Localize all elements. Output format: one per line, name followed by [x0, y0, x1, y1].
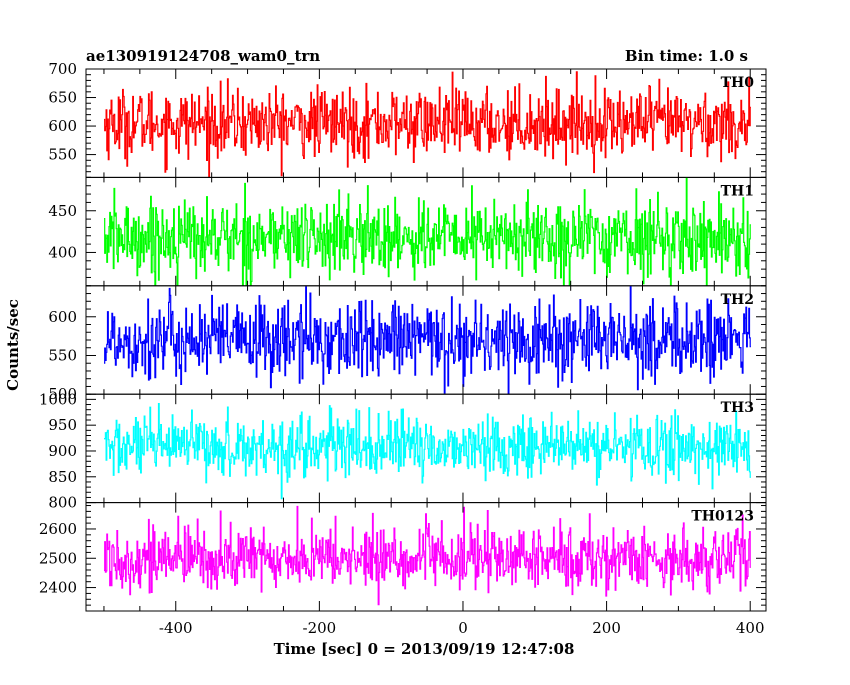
y-tick-label: 550: [48, 146, 77, 164]
panel-frame: [85, 393, 767, 504]
y-tick-label: 1000: [39, 390, 77, 408]
x-tick-label: 400: [736, 619, 765, 637]
x-axis-label: Time [sec] 0 = 2013/09/19 12:47:08: [274, 640, 575, 658]
x-tick-label: -400: [159, 619, 193, 637]
x-tick-label: 200: [592, 619, 621, 637]
y-tick-label: 800: [48, 494, 77, 512]
y-tick-label: 600: [48, 117, 77, 135]
y-tick-label: 950: [48, 416, 77, 434]
panel-label: TH0: [721, 75, 755, 91]
x-tick-label: -200: [303, 619, 337, 637]
x-tick-label: 0: [458, 619, 468, 637]
panel-label: TH2: [721, 292, 754, 308]
panel-th2: 500 550 600 TH2: [48, 285, 767, 403]
chart-title: ae130919124708_wam0_trn: [86, 47, 320, 65]
panel-th3: 800 850 900 950 1000 TH3: [39, 390, 767, 512]
panel-frame: [85, 502, 767, 612]
panel-th1: 400 450 TH1: [48, 176, 767, 287]
series-line-th2: [104, 285, 751, 395]
y-tick-label: 2400: [39, 579, 77, 597]
panel-label: TH0123: [691, 509, 754, 525]
series-line-th0: [104, 71, 751, 178]
y-tick-label: 550: [48, 346, 77, 364]
series-line-th0123: [104, 505, 751, 606]
y-tick-label: 650: [48, 89, 77, 107]
panel-label: TH3: [721, 400, 754, 416]
panel-label: TH1: [721, 183, 754, 199]
series-line-th3: [104, 403, 751, 500]
y-tick-label: 900: [48, 442, 77, 460]
bin-time-label: Bin time: 1.0 s: [625, 47, 748, 65]
y-tick-label: 2500: [39, 549, 77, 567]
panels-group: 550600650700TH0400450TH1500550600TH28008…: [39, 60, 767, 637]
y-tick-label: 500: [48, 385, 77, 403]
y-axis-label: Counts/sec: [4, 299, 22, 391]
series-line-th1: [104, 177, 751, 286]
panel-th0123: 2400 2500 2600 TH0123: [39, 502, 767, 612]
y-tick-label: 400: [48, 243, 77, 261]
y-tick-label: 600: [48, 308, 77, 326]
y-tick-label: 2600: [39, 520, 77, 538]
y-tick-label: 850: [48, 468, 77, 486]
panel-th0: 550 600 650 700 TH0: [48, 60, 767, 178]
y-tick-label: 450: [48, 202, 77, 220]
y-tick-label: 700: [48, 60, 77, 78]
